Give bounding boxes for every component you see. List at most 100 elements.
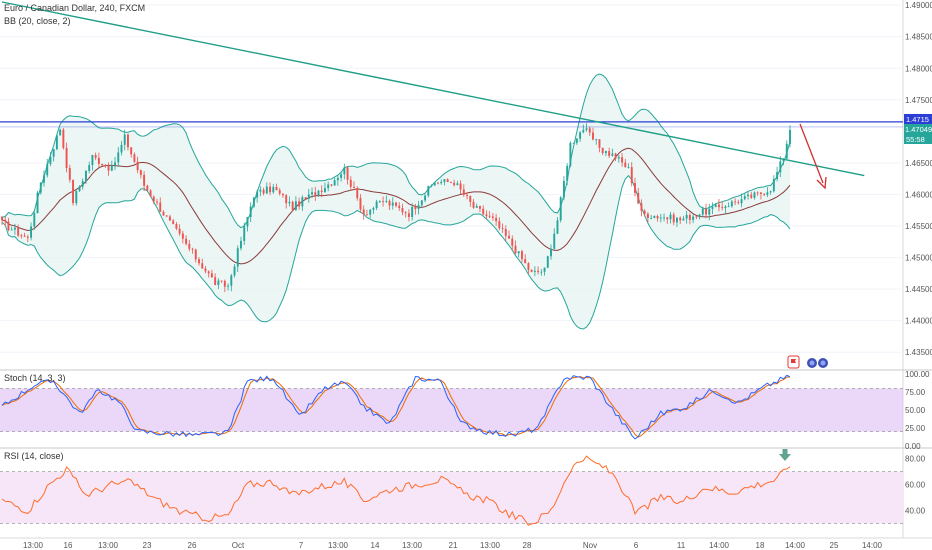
candle[interactable] [110,160,113,172]
candle[interactable] [346,165,349,185]
candle[interactable] [640,199,643,217]
candle[interactable] [559,195,562,223]
candle[interactable] [55,133,58,151]
candle[interactable] [743,193,746,201]
candlestick-series[interactable] [1,123,791,293]
candle[interactable] [753,191,756,200]
candle[interactable] [185,235,188,246]
candle[interactable] [201,258,204,269]
candle[interactable] [479,205,481,213]
rsi-axis[interactable]: 80.00 60.00 40.00 [905,455,926,516]
candle[interactable] [637,187,640,205]
candle[interactable] [36,190,39,214]
candle[interactable] [501,223,504,233]
candle[interactable] [278,187,281,196]
candle[interactable] [210,269,213,279]
candle[interactable] [252,196,255,208]
candle[interactable] [553,228,556,250]
candle[interactable] [123,129,126,151]
candle[interactable] [717,199,720,212]
stoch-axis[interactable]: 100.00 75.00 50.00 25.00 0.00 [905,370,930,451]
candle[interactable] [117,147,120,167]
candle[interactable] [395,201,397,208]
candle[interactable] [1,216,3,225]
candle[interactable] [262,187,265,196]
candle[interactable] [181,230,184,244]
candle[interactable] [508,230,510,239]
candle[interactable] [411,202,414,221]
candle[interactable] [369,209,372,219]
candle[interactable] [566,163,569,186]
candle[interactable] [304,196,307,200]
candle[interactable] [550,244,552,260]
candle[interactable] [327,181,330,192]
candle[interactable] [537,266,540,275]
candle[interactable] [759,192,762,200]
candle[interactable] [575,138,578,145]
bollinger-upper-band[interactable] [1,73,791,229]
candle[interactable] [365,209,368,216]
candle[interactable] [611,148,614,157]
candle[interactable] [562,176,565,201]
candle[interactable] [789,125,791,148]
candle[interactable] [524,254,527,264]
candle[interactable] [472,199,475,209]
candle[interactable] [220,280,223,283]
candle[interactable] [604,150,607,157]
candle[interactable] [614,152,617,162]
candle[interactable] [491,212,494,221]
candle[interactable] [456,180,459,186]
candle[interactable] [85,169,87,185]
candle[interactable] [724,205,727,214]
candle[interactable] [711,202,714,215]
candle[interactable] [685,210,688,224]
candle[interactable] [624,158,627,168]
candle[interactable] [20,233,23,239]
candle[interactable] [666,216,669,224]
candle[interactable] [601,147,604,156]
candle[interactable] [656,214,659,222]
candle[interactable] [236,245,239,273]
candle[interactable] [33,210,36,230]
candle[interactable] [143,171,146,192]
candle[interactable] [705,203,707,219]
candle[interactable] [592,127,594,141]
candle[interactable] [737,199,740,205]
flag-icon[interactable] [787,355,800,369]
candle[interactable] [301,195,304,211]
candle[interactable] [356,186,359,201]
candle[interactable] [207,270,210,278]
candle[interactable] [227,283,230,291]
candle[interactable] [495,213,498,227]
candle[interactable] [217,278,220,289]
candle[interactable] [453,179,456,187]
candle[interactable] [646,212,649,223]
candle[interactable] [97,152,100,168]
candle[interactable] [311,187,313,198]
time-axis[interactable]: 13:00 16 13:00 23 26 Oct 7 13:00 14 13:00 21 13:00 2… [23,541,883,550]
candle[interactable] [285,194,288,209]
candle[interactable] [440,179,443,185]
candle[interactable] [7,217,10,232]
candle[interactable] [401,203,404,216]
candle[interactable] [653,215,656,219]
candle[interactable] [372,206,375,214]
candle[interactable] [59,128,62,136]
candle[interactable] [88,161,91,174]
candle[interactable] [214,273,217,286]
candle[interactable] [756,191,759,196]
candle[interactable] [750,191,753,199]
candle[interactable] [240,236,242,251]
candle[interactable] [298,197,301,210]
candle[interactable] [39,182,42,195]
candle[interactable] [333,177,336,186]
candle[interactable] [727,202,730,208]
candle[interactable] [133,152,136,164]
descending-trendline[interactable] [1,1,865,177]
candle[interactable] [769,190,772,195]
stoch-d-line[interactable] [1,375,791,438]
candle[interactable] [149,189,152,197]
candle[interactable] [94,152,97,161]
candle[interactable] [136,156,139,174]
candle[interactable] [30,222,33,241]
